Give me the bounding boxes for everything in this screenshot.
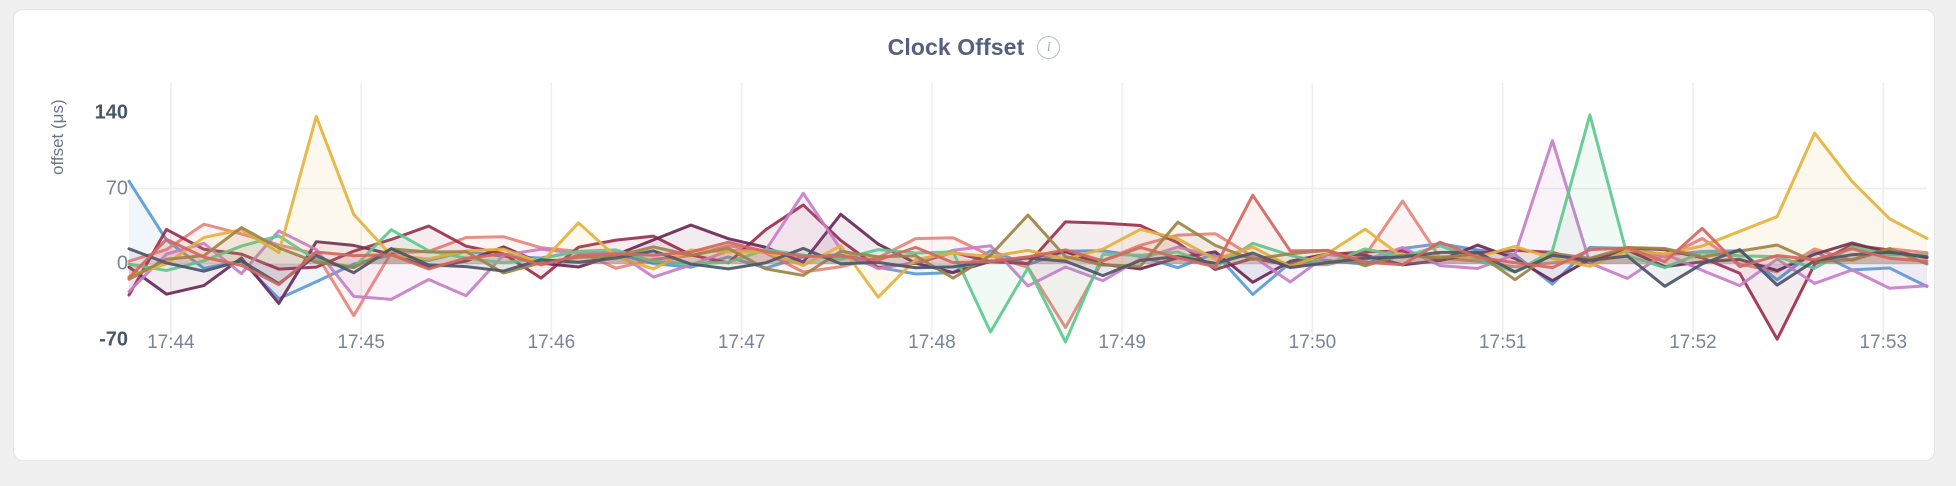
chart-plot-area: offset (μs) 140 70 0 -70 17:44 17:45 17:46 17:… [14, 10, 1936, 462]
y-tick-label: 140 [94, 101, 128, 124]
series-node-10 [127, 193, 1929, 287]
series-line [127, 114, 1929, 299]
x-tick-label: 17:53 [1859, 332, 1908, 353]
x-tick-label: 17:44 [147, 332, 195, 353]
series-line [127, 139, 1929, 301]
x-tick-label: 17:50 [1288, 332, 1337, 353]
series-area [129, 114, 1927, 342]
x-tick-label: 17:46 [527, 332, 576, 353]
series-area [129, 116, 1927, 298]
chart-svg [127, 83, 1929, 344]
info-icon[interactable]: i [1037, 36, 1061, 59]
x-tick-label: 17:48 [908, 332, 956, 353]
series-node-5 [127, 139, 1929, 301]
y-axis-ticks: 140 70 0 -70 [56, 10, 128, 462]
series-area [129, 195, 1927, 285]
x-tick-label: 17:52 [1669, 332, 1717, 353]
x-tick-label: 17:45 [337, 332, 385, 353]
series-node-7 [127, 114, 1929, 299]
x-axis-ticks: 17:44 17:45 17:46 17:47 17:48 17:49 17:50 17:51… [14, 10, 1936, 462]
y-tick-label: 70 [105, 177, 128, 199]
series-area [129, 140, 1927, 300]
x-tick-label: 17:47 [717, 332, 766, 353]
x-tick-label: 17:49 [1098, 332, 1146, 353]
y-tick-label: 0 [116, 252, 128, 275]
page-title: Clock Offset [887, 34, 1025, 60]
y-tick-label: -70 [99, 328, 128, 350]
chart-card: Clock Offset i offset (μs) 140 70 0 -70 17:… [13, 9, 1935, 461]
chart-header: Clock Offset i [14, 34, 1934, 61]
x-tick-label: 17:51 [1478, 332, 1527, 353]
series-line [127, 193, 1929, 287]
